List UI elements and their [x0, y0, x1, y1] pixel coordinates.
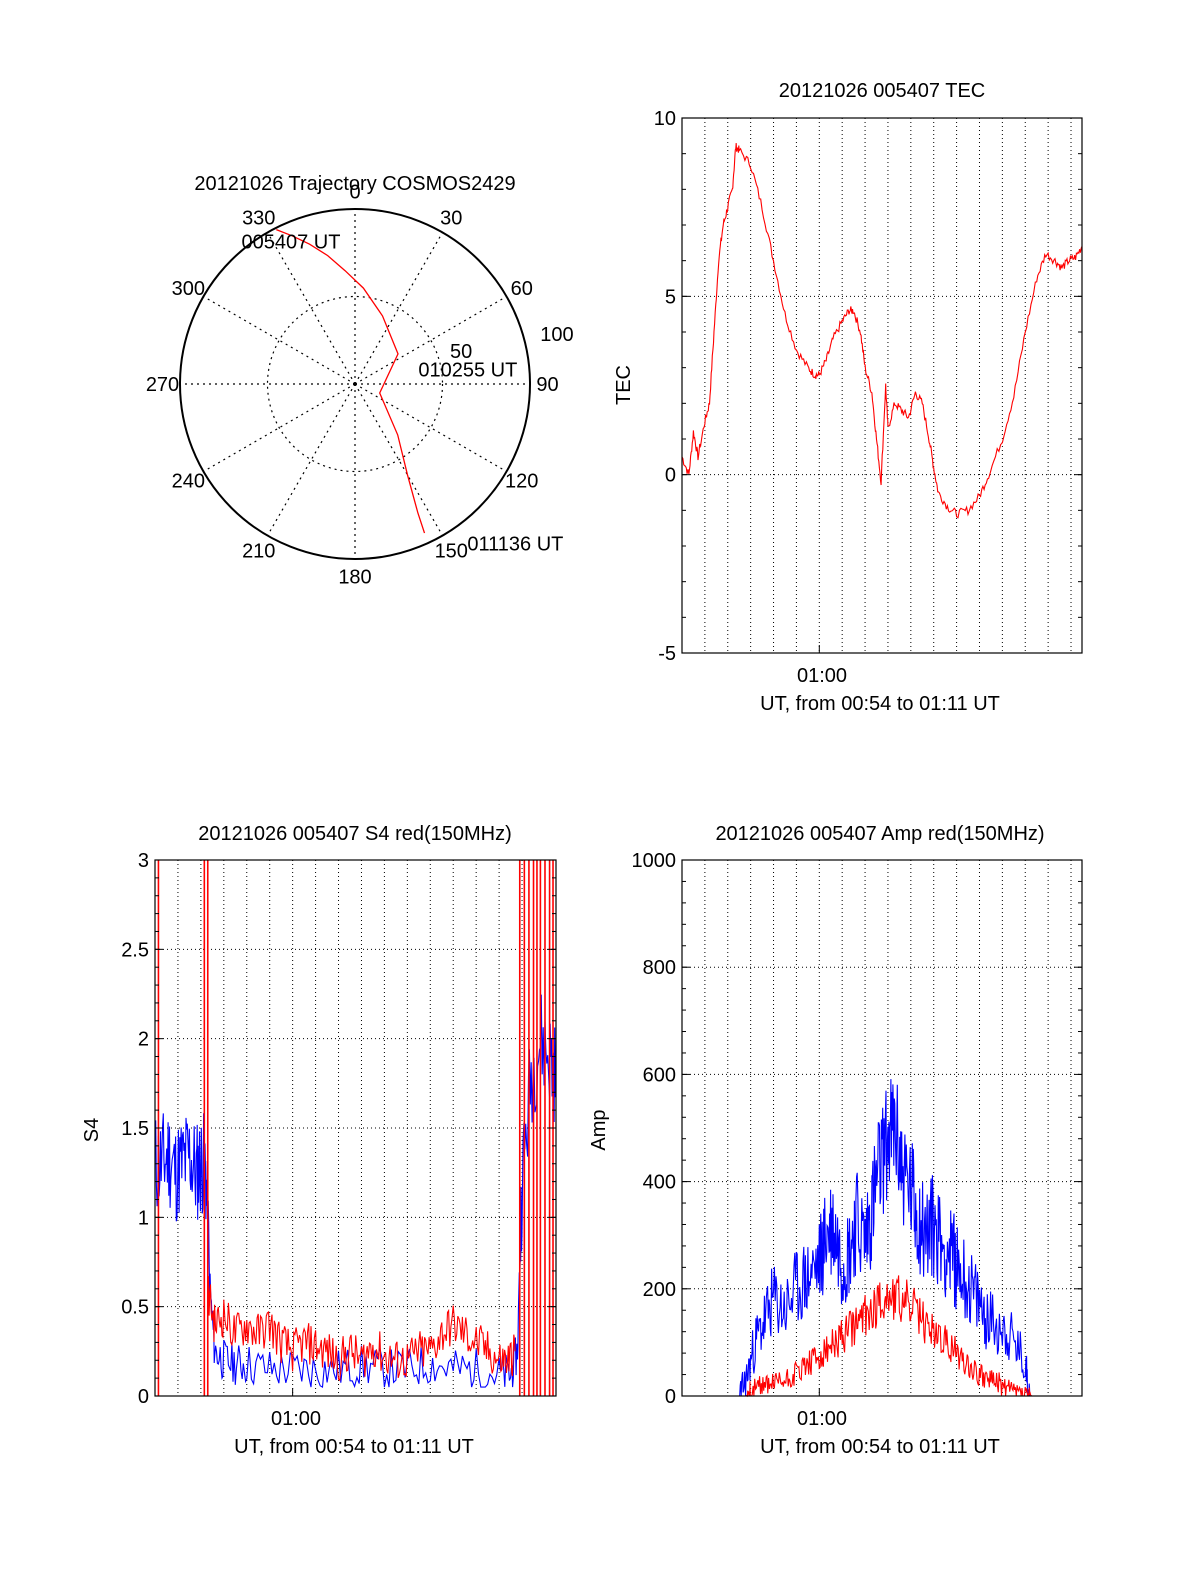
polar-spoke	[354, 232, 444, 385]
ytick-label: 200	[643, 1279, 676, 1301]
ytick-label: 5	[665, 286, 676, 308]
polar-grid	[180, 209, 530, 559]
polar-angle-labels: 0 30 60 90 120 150 180 210 240 270 300 330	[146, 182, 559, 589]
polar-spoke	[266, 232, 356, 385]
polar-angle-label: 0	[349, 182, 360, 204]
ytick-label: 600	[643, 1064, 676, 1086]
tec-ticks: -5 0 5 10	[654, 108, 1082, 665]
ytick-label: 2.5	[121, 939, 149, 961]
polar-angle-label: 330	[242, 207, 275, 229]
s4-chart: 20121026 005407 S4 red(150MHz) 0 0.5 1 1.5 2…	[81, 823, 557, 1458]
polar-trajectory-chart: 20121026 Trajectory COSMOS2429 0 30 60 90 12…	[146, 173, 574, 589]
ytick-label: 0	[665, 1386, 676, 1408]
amp-chart: 20121026 005407 Amp red(150MHz) 0 200 400 6…	[588, 823, 1083, 1458]
ytick-label: 1000	[632, 850, 677, 872]
tec-plot-frame	[681, 117, 1083, 654]
s4-xtick-label: 01:00	[271, 1408, 321, 1430]
polar-spoke	[354, 295, 507, 385]
tec-title: 20121026 005407 TEC	[779, 80, 985, 102]
polar-radial-tick-label: 50	[450, 341, 472, 363]
tec-xtick-label: 01:00	[797, 665, 847, 687]
amp-xtick-label: 01:00	[797, 1408, 847, 1430]
polar-outer-ring	[179, 208, 531, 560]
s4-ylabel: S4	[81, 1118, 103, 1142]
polar-angle-label: 240	[172, 470, 205, 492]
polar-spoke	[203, 295, 356, 385]
trajectory-start-label: 005407 UT	[242, 232, 341, 254]
ytick-label: 2	[138, 1029, 149, 1051]
polar-angle-label: 210	[242, 541, 275, 563]
series-line-red	[682, 1275, 1082, 1398]
s4-title: 20121026 005407 S4 red(150MHz)	[198, 823, 512, 845]
tec-ylabel: TEC	[613, 365, 635, 405]
series-line-red	[681, 143, 1083, 519]
ytick-label: 400	[643, 1172, 676, 1194]
polar-spoke	[266, 383, 356, 536]
amp-series	[682, 1079, 1082, 1398]
polar-angle-label: 60	[511, 278, 533, 300]
ytick-label: 0	[665, 465, 676, 487]
trajectory-line	[276, 228, 426, 534]
series-line-blue	[682, 1079, 1082, 1397]
s4-xlabel: UT, from 00:54 to 01:11 UT	[234, 1436, 474, 1458]
amp-ylabel: Amp	[588, 1109, 610, 1150]
polar-angle-label: 270	[146, 374, 179, 396]
ytick-label: 0.5	[121, 1297, 149, 1319]
amp-plot-frame	[681, 859, 1083, 1397]
amp-ticks: 0 200 400 600 800 1000	[632, 850, 1082, 1408]
series-line-blue	[154, 994, 557, 1389]
polar-angle-label: 150	[435, 541, 468, 563]
s4-ticks: 0 0.5 1 1.5 2 2.5 3	[121, 850, 556, 1408]
s4-grid	[155, 860, 556, 1396]
tec-series	[681, 143, 1083, 519]
series-line-red	[207, 1276, 516, 1382]
trajectory-end-label: 011136 UT	[467, 534, 563, 556]
ytick-label: 10	[654, 108, 676, 130]
tec-xlabel: UT, from 00:54 to 01:11 UT	[760, 693, 1000, 715]
ytick-label: 3	[138, 850, 149, 872]
ytick-label: -5	[658, 643, 676, 665]
polar-angle-label: 180	[338, 567, 371, 589]
polar-inner-ring	[266, 295, 444, 473]
polar-spoke	[354, 383, 444, 536]
polar-angle-label: 90	[536, 374, 558, 396]
ytick-label: 1.5	[121, 1118, 149, 1140]
trajectory-mid-label: 010255 UT	[418, 360, 517, 382]
polar-title: 20121026 Trajectory COSMOS2429	[194, 173, 515, 195]
tec-chart: 20121026 005407 TEC -5 0 5 10 TEC 01:00 UT,…	[613, 80, 1083, 715]
polar-angle-label: 30	[440, 207, 462, 229]
polar-spoke	[203, 383, 356, 473]
polar-radial-tick-label: 100	[540, 324, 573, 346]
polar-angle-label: 120	[505, 470, 538, 492]
ytick-label: 1	[138, 1207, 149, 1229]
ytick-label: 0	[138, 1386, 149, 1408]
tec-grid	[682, 118, 1082, 653]
polar-angle-label: 300	[172, 278, 205, 300]
ytick-label: 800	[643, 957, 676, 979]
polar-spoke	[354, 383, 507, 473]
amp-title: 20121026 005407 Amp red(150MHz)	[715, 823, 1044, 845]
amp-xlabel: UT, from 00:54 to 01:11 UT	[760, 1436, 1000, 1458]
